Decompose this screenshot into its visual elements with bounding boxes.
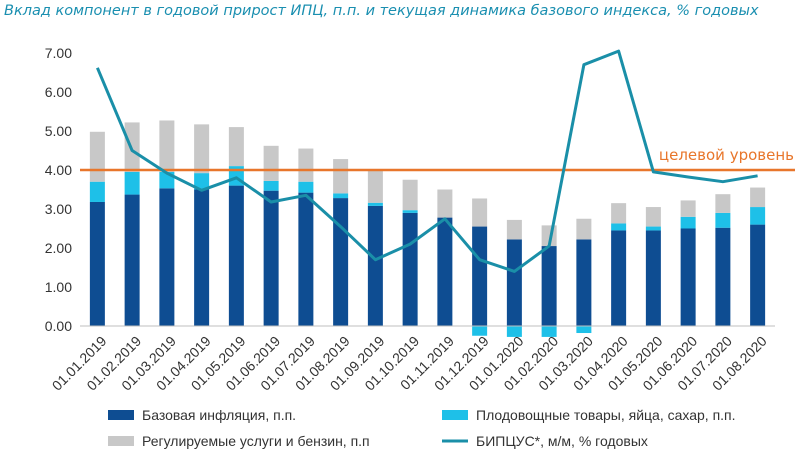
bar-segment-series-1 <box>750 224 766 326</box>
bar-segment-series-3 <box>263 145 279 181</box>
legend-label: БИПЦУС*, м/м, % годовых <box>476 433 648 449</box>
legend-label: Базовая инфляция, п.п. <box>142 407 296 423</box>
bar-segment-series-2 <box>263 180 279 191</box>
bar-segment-series-1 <box>333 198 349 326</box>
bar-segment-series-2 <box>680 216 696 229</box>
bar-segment-series-3 <box>402 179 418 211</box>
bar-segment-series-1 <box>402 212 418 326</box>
y-tick-label: 7.00 <box>45 45 72 61</box>
target-level-label: целевой уровень <box>659 146 794 164</box>
bar-segment-series-3 <box>159 120 175 172</box>
bar-segment-series-1 <box>298 192 314 326</box>
bar-segment-series-1 <box>124 194 140 326</box>
bar-segment-series-1 <box>680 228 696 326</box>
line-series <box>96 49 758 273</box>
bar-segment-series-3 <box>228 127 244 167</box>
bar-segment-series-1 <box>541 246 557 326</box>
bar-segment-series-3 <box>750 187 766 208</box>
bar-segment-series-3 <box>89 131 105 182</box>
bar-segment-series-2 <box>89 181 105 202</box>
bar-segment-series-2 <box>750 207 766 225</box>
legend: Базовая инфляция, п.п. Плодовощные товары… <box>108 407 736 449</box>
bar-segment-series-2 <box>576 326 592 334</box>
bar-segment-series-1 <box>228 185 244 326</box>
bar-segment-series-1 <box>472 226 488 326</box>
bar-segment-series-1 <box>194 189 210 326</box>
y-tick-label: 6.00 <box>45 84 72 100</box>
bar-segment-series-2 <box>124 171 140 195</box>
bar-segment-series-3 <box>645 207 661 227</box>
x-axis-labels: 01.01.201901.02.201901.03.201901.04.2019… <box>49 333 770 394</box>
bar-segment-series-3 <box>367 170 383 203</box>
bar-segment-series-2 <box>541 326 557 337</box>
line-series-path <box>96 49 758 273</box>
bar-segment-series-2 <box>506 326 522 337</box>
bar-segment-series-1 <box>159 188 175 326</box>
bar-segment-series-1 <box>367 205 383 326</box>
bar-segment-series-3 <box>194 124 210 174</box>
y-tick-label: 2.00 <box>45 240 72 256</box>
y-tick-label: 1.00 <box>45 279 72 295</box>
bar-segment-series-3 <box>472 198 488 227</box>
bar-segment-series-1 <box>645 230 661 326</box>
y-tick-label: 0.00 <box>45 318 72 334</box>
bar-segment-series-2 <box>402 210 418 213</box>
bars <box>89 120 766 337</box>
legend-swatch <box>442 410 468 420</box>
bar-segment-series-2 <box>367 202 383 206</box>
bar-segment-series-2 <box>194 173 210 190</box>
bar-segment-series-1 <box>576 239 592 326</box>
bar-segment-series-3 <box>576 218 592 240</box>
chart-title: Вклад компонент в годовой прирост ИПЦ, п… <box>4 3 759 19</box>
bar-segment-series-2 <box>333 193 349 199</box>
bar-segment-series-1 <box>89 201 105 326</box>
bar-segment-series-2 <box>298 181 314 193</box>
bar-segment-series-3 <box>680 200 696 217</box>
bar-segment-series-2 <box>645 226 661 231</box>
legend-label: Плодовощные товары, яйца, сахар, п.п. <box>476 407 736 423</box>
bar-segment-series-1 <box>611 230 627 326</box>
bar-segment-series-1 <box>437 217 453 326</box>
legend-swatch <box>108 436 134 446</box>
bar-segment-series-2 <box>611 223 627 231</box>
bar-segment-series-3 <box>298 148 314 182</box>
target-line-group: целевой уровень <box>80 146 795 172</box>
legend-label: Регулируемые услуги и бензин, п.п <box>142 433 370 449</box>
y-tick-label: 5.00 <box>45 123 72 139</box>
legend-swatch <box>108 410 134 420</box>
bar-segment-series-3 <box>611 203 627 224</box>
bar-segment-series-3 <box>333 159 349 194</box>
y-tick-label: 3.00 <box>45 201 72 217</box>
bar-segment-series-1 <box>263 190 279 326</box>
y-tick-label: 4.00 <box>45 162 72 178</box>
bar-segment-series-3 <box>715 194 731 213</box>
bar-segment-series-1 <box>715 227 731 326</box>
bar-segment-series-1 <box>506 239 522 326</box>
bar-segment-series-2 <box>715 212 731 228</box>
bar-segment-series-2 <box>472 326 488 336</box>
y-axis-labels: 0.00 1.00 2.00 3.00 4.00 5.00 6.00 7.00 <box>45 45 72 334</box>
bar-segment-series-3 <box>437 189 453 218</box>
bar-segment-series-3 <box>506 219 522 240</box>
